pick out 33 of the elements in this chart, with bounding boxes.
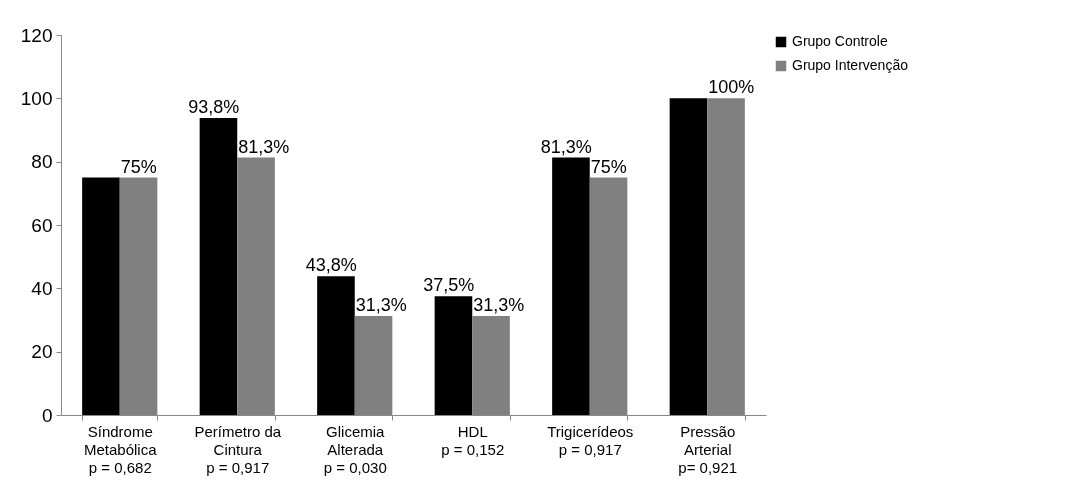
text: p= 0,921 [678,458,738,476]
bar [434,296,473,415]
text: p = 0,030 [323,458,387,476]
bar [669,98,708,415]
data-label: 75% [590,156,627,177]
x-tick-label: HDL [457,422,488,440]
y-tick-label: 60 [31,214,53,236]
y-tick-label: 20 [31,341,53,363]
y-tick-label: 100 [20,87,53,109]
x-tick-label: Trigicerídeos [547,422,634,440]
y-tick-label: 40 [31,277,53,299]
data-label: 100% [708,77,755,98]
legend-label: Grupo Intervenção [792,57,909,73]
text: p = 0,917 [206,458,270,476]
data-label: 31,3% [355,294,407,315]
text: p = 0,152 [441,440,505,458]
y-tick-label: 0 [41,404,53,426]
y-tick-label: 80 [31,151,53,173]
legend-label: Grupo Controle [792,33,888,49]
text: p = 0,917 [558,440,622,458]
data-label: 37,5% [423,275,475,296]
text: p = 0,682 [88,458,152,476]
data-label: 75% [120,156,157,177]
data-label: 31,3% [473,294,525,315]
bar [552,157,590,415]
data-label: 93,8% [188,96,240,117]
bar [82,177,120,415]
data-label: 43,8% [305,255,357,276]
data-label: 81,3% [238,136,290,157]
data-label: 81,3% [540,136,592,157]
bar [199,117,238,415]
y-tick-label: 120 [20,24,53,46]
bar [317,276,355,415]
